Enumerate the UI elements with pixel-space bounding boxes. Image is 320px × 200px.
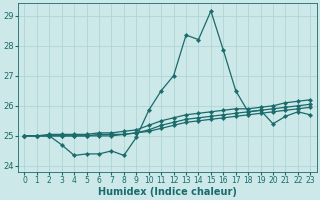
- X-axis label: Humidex (Indice chaleur): Humidex (Indice chaleur): [98, 187, 237, 197]
